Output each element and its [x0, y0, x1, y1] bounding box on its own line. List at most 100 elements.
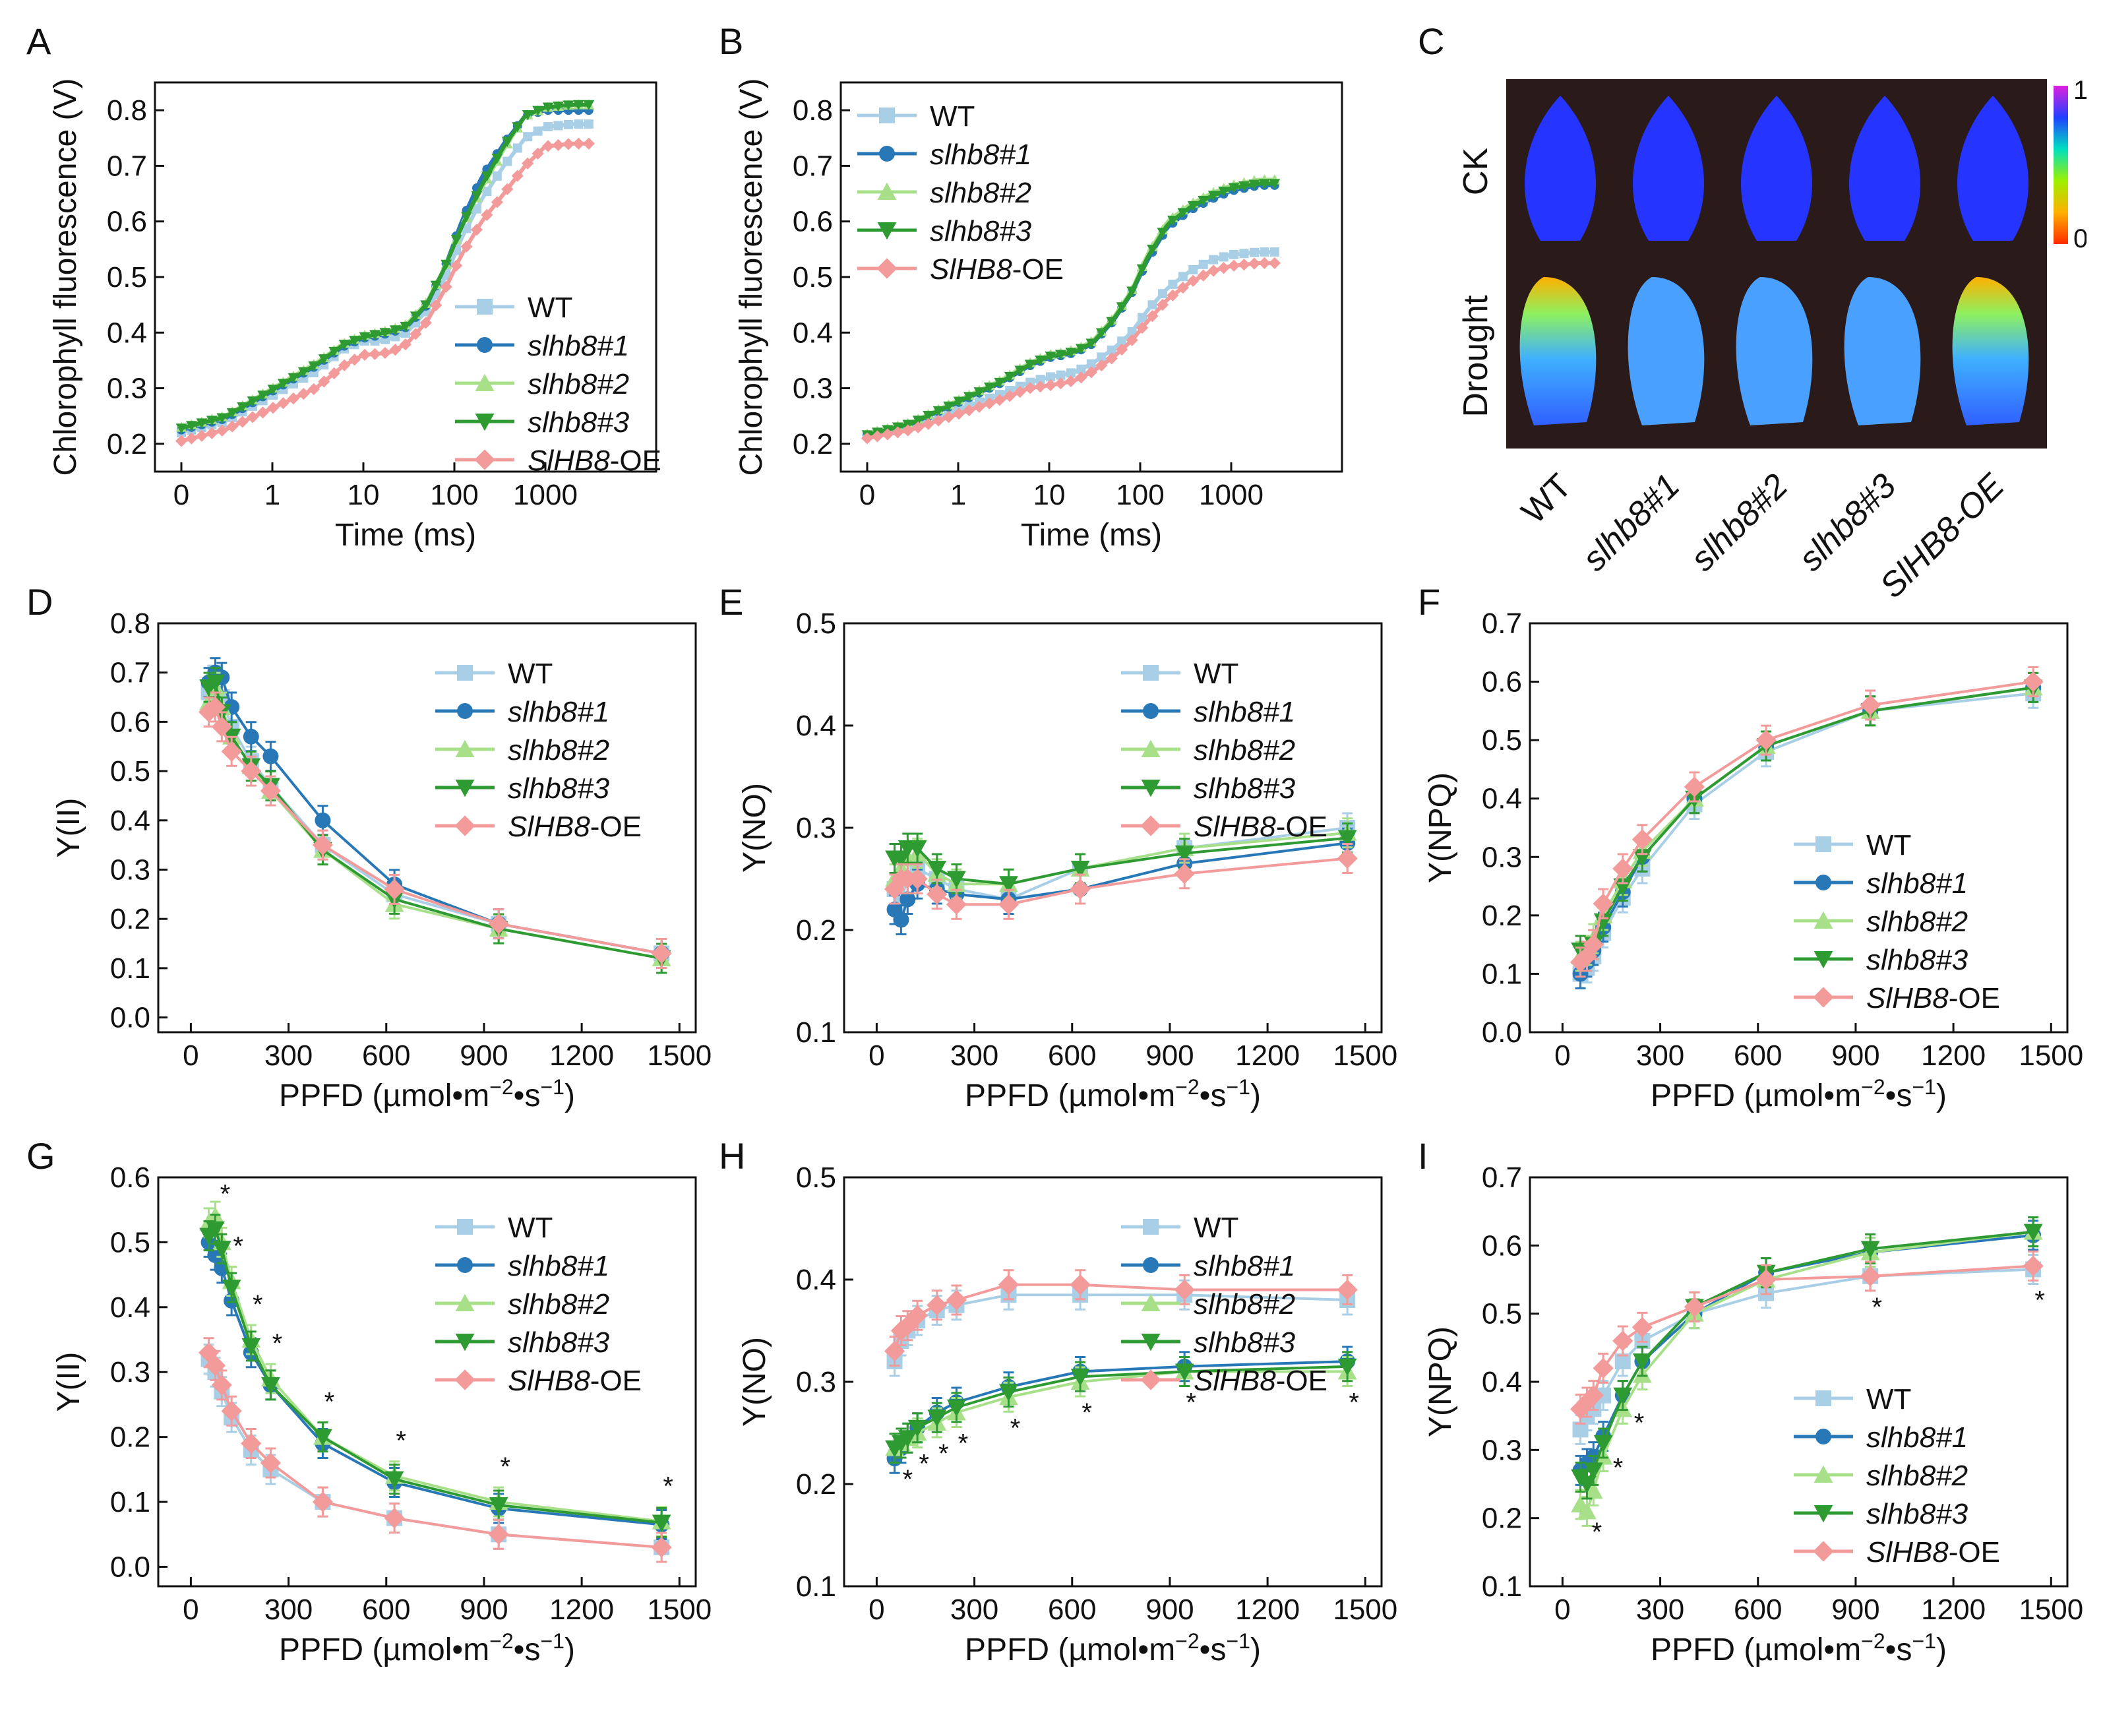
legend-label: slhb8#1 [1866, 1421, 1968, 1454]
y-tick-label: 0.5 [796, 607, 836, 640]
data-point [384, 1471, 404, 1489]
legend-label: WT [1194, 658, 1238, 690]
data-point [297, 367, 309, 378]
data-point [1024, 382, 1037, 394]
y-tick-label: 0.4 [107, 317, 147, 349]
data-point [257, 406, 269, 419]
ck-leaf-image [1741, 96, 1812, 241]
data-point [501, 137, 513, 147]
data-point [1136, 321, 1149, 334]
y-tick-label: 0.7 [1482, 607, 1522, 640]
data-point [1631, 829, 1653, 850]
legend: WT slhb8#1 slhb8#2 slhb8#3 SlHB8-OE [455, 292, 661, 477]
y-axis-label: Chlorophyll fluorescence (V) [734, 78, 769, 476]
drought-leaf-image [1628, 277, 1705, 425]
legend-marker [1813, 987, 1834, 1008]
data-point [572, 100, 584, 111]
legend-label: slhb8#2 [1866, 1460, 1968, 1492]
significance-star: * [1592, 1518, 1602, 1547]
x-tick-label: 600 [1734, 1039, 1782, 1072]
data-point [1045, 352, 1056, 362]
legend-label: slhb8#3 [1866, 1498, 1968, 1530]
x-tick-label: 10 [348, 479, 380, 511]
data-point [241, 1433, 262, 1454]
data-point [460, 240, 473, 253]
legend-marker [1140, 815, 1161, 836]
significance-star: * [1872, 1293, 1882, 1322]
x-tick-label: 600 [362, 1039, 410, 1072]
legend-marker [879, 108, 895, 123]
panel-letter-a: A [26, 20, 51, 62]
y-tick-label: 0.0 [110, 1551, 150, 1583]
data-point [338, 359, 351, 371]
legend-marker [454, 1369, 475, 1390]
y-tick-label: 0.3 [793, 373, 833, 405]
x-tick-label: 300 [950, 1594, 998, 1626]
data-point [1064, 375, 1078, 388]
series-line [893, 842, 1348, 921]
data-point [1147, 245, 1158, 255]
x-tick-label: 0 [1554, 1594, 1570, 1626]
x-tick-label: 900 [1831, 1594, 1879, 1626]
y-tick-label: 0.1 [796, 1016, 836, 1049]
y-axis-label: Y(II) [51, 798, 86, 858]
significance-star: * [903, 1465, 913, 1494]
y-tick-label: 0.6 [793, 206, 833, 238]
legend-marker [1813, 1465, 1833, 1483]
data-point [952, 408, 965, 420]
y-tick-label: 0.7 [107, 150, 147, 182]
data-point [196, 418, 208, 429]
data-point [247, 411, 259, 423]
data-point [1070, 879, 1091, 900]
y-tick-label: 0.2 [793, 428, 833, 460]
significance-star: * [2034, 1286, 2045, 1315]
legend-marker [1815, 1390, 1831, 1406]
y-tick-label: 0.3 [1482, 1434, 1522, 1466]
data-point [308, 361, 320, 372]
y-tick-label: 0.7 [1482, 1162, 1522, 1194]
y-tick-label: 0.5 [110, 1226, 150, 1258]
data-point [1593, 893, 1614, 914]
data-point [532, 147, 544, 160]
data-point [247, 396, 259, 407]
data-point [236, 416, 249, 428]
data-point [489, 1497, 508, 1515]
data-point [1248, 179, 1260, 190]
x-tick-label: 1500 [647, 1594, 712, 1626]
data-point [307, 383, 320, 396]
y-axis-label: Y(II) [51, 1352, 86, 1412]
data-point [1004, 390, 1016, 402]
data-point [584, 119, 594, 129]
data-point [932, 406, 944, 417]
data-point [1238, 259, 1250, 271]
data-point [1174, 1279, 1195, 1301]
y-tick-label: 0.8 [110, 607, 150, 640]
data-point [1860, 695, 1881, 716]
data-point [1248, 257, 1261, 270]
data-point [1147, 300, 1157, 310]
data-point [1138, 313, 1147, 323]
data-point [260, 1452, 282, 1473]
y-axis-label: Y(NPQ) [1423, 1326, 1458, 1437]
data-point [1105, 352, 1118, 365]
data-point [430, 280, 442, 291]
significance-star: * [324, 1388, 335, 1417]
data-point [226, 420, 239, 433]
series-line [867, 181, 1275, 437]
significance-star: * [1634, 1409, 1645, 1438]
data-point [574, 119, 584, 129]
x-tick-label: 1200 [549, 1039, 614, 1072]
data-point [1570, 952, 1591, 973]
plot-frame [157, 1176, 697, 1588]
chart-b: 0 1 10 100 1000 0.2 0.3 0.4 0.5 0.6 0.7 0.8 Time (ms… [734, 78, 1343, 553]
chart-f: 0 300 600 900 1200 1500 0.0 0.1 0.2 0.3 0.4 0.5 0.6 0… [1423, 607, 2083, 1113]
panel-letter-d: D [26, 581, 53, 623]
x-tick-label: 0 [183, 1039, 198, 1072]
data-point [927, 884, 948, 905]
legend-marker [1141, 780, 1161, 797]
data-point [943, 401, 954, 412]
data-point [1014, 365, 1026, 376]
data-point [312, 1491, 334, 1512]
data-point [907, 840, 927, 858]
data-point [1065, 348, 1077, 358]
